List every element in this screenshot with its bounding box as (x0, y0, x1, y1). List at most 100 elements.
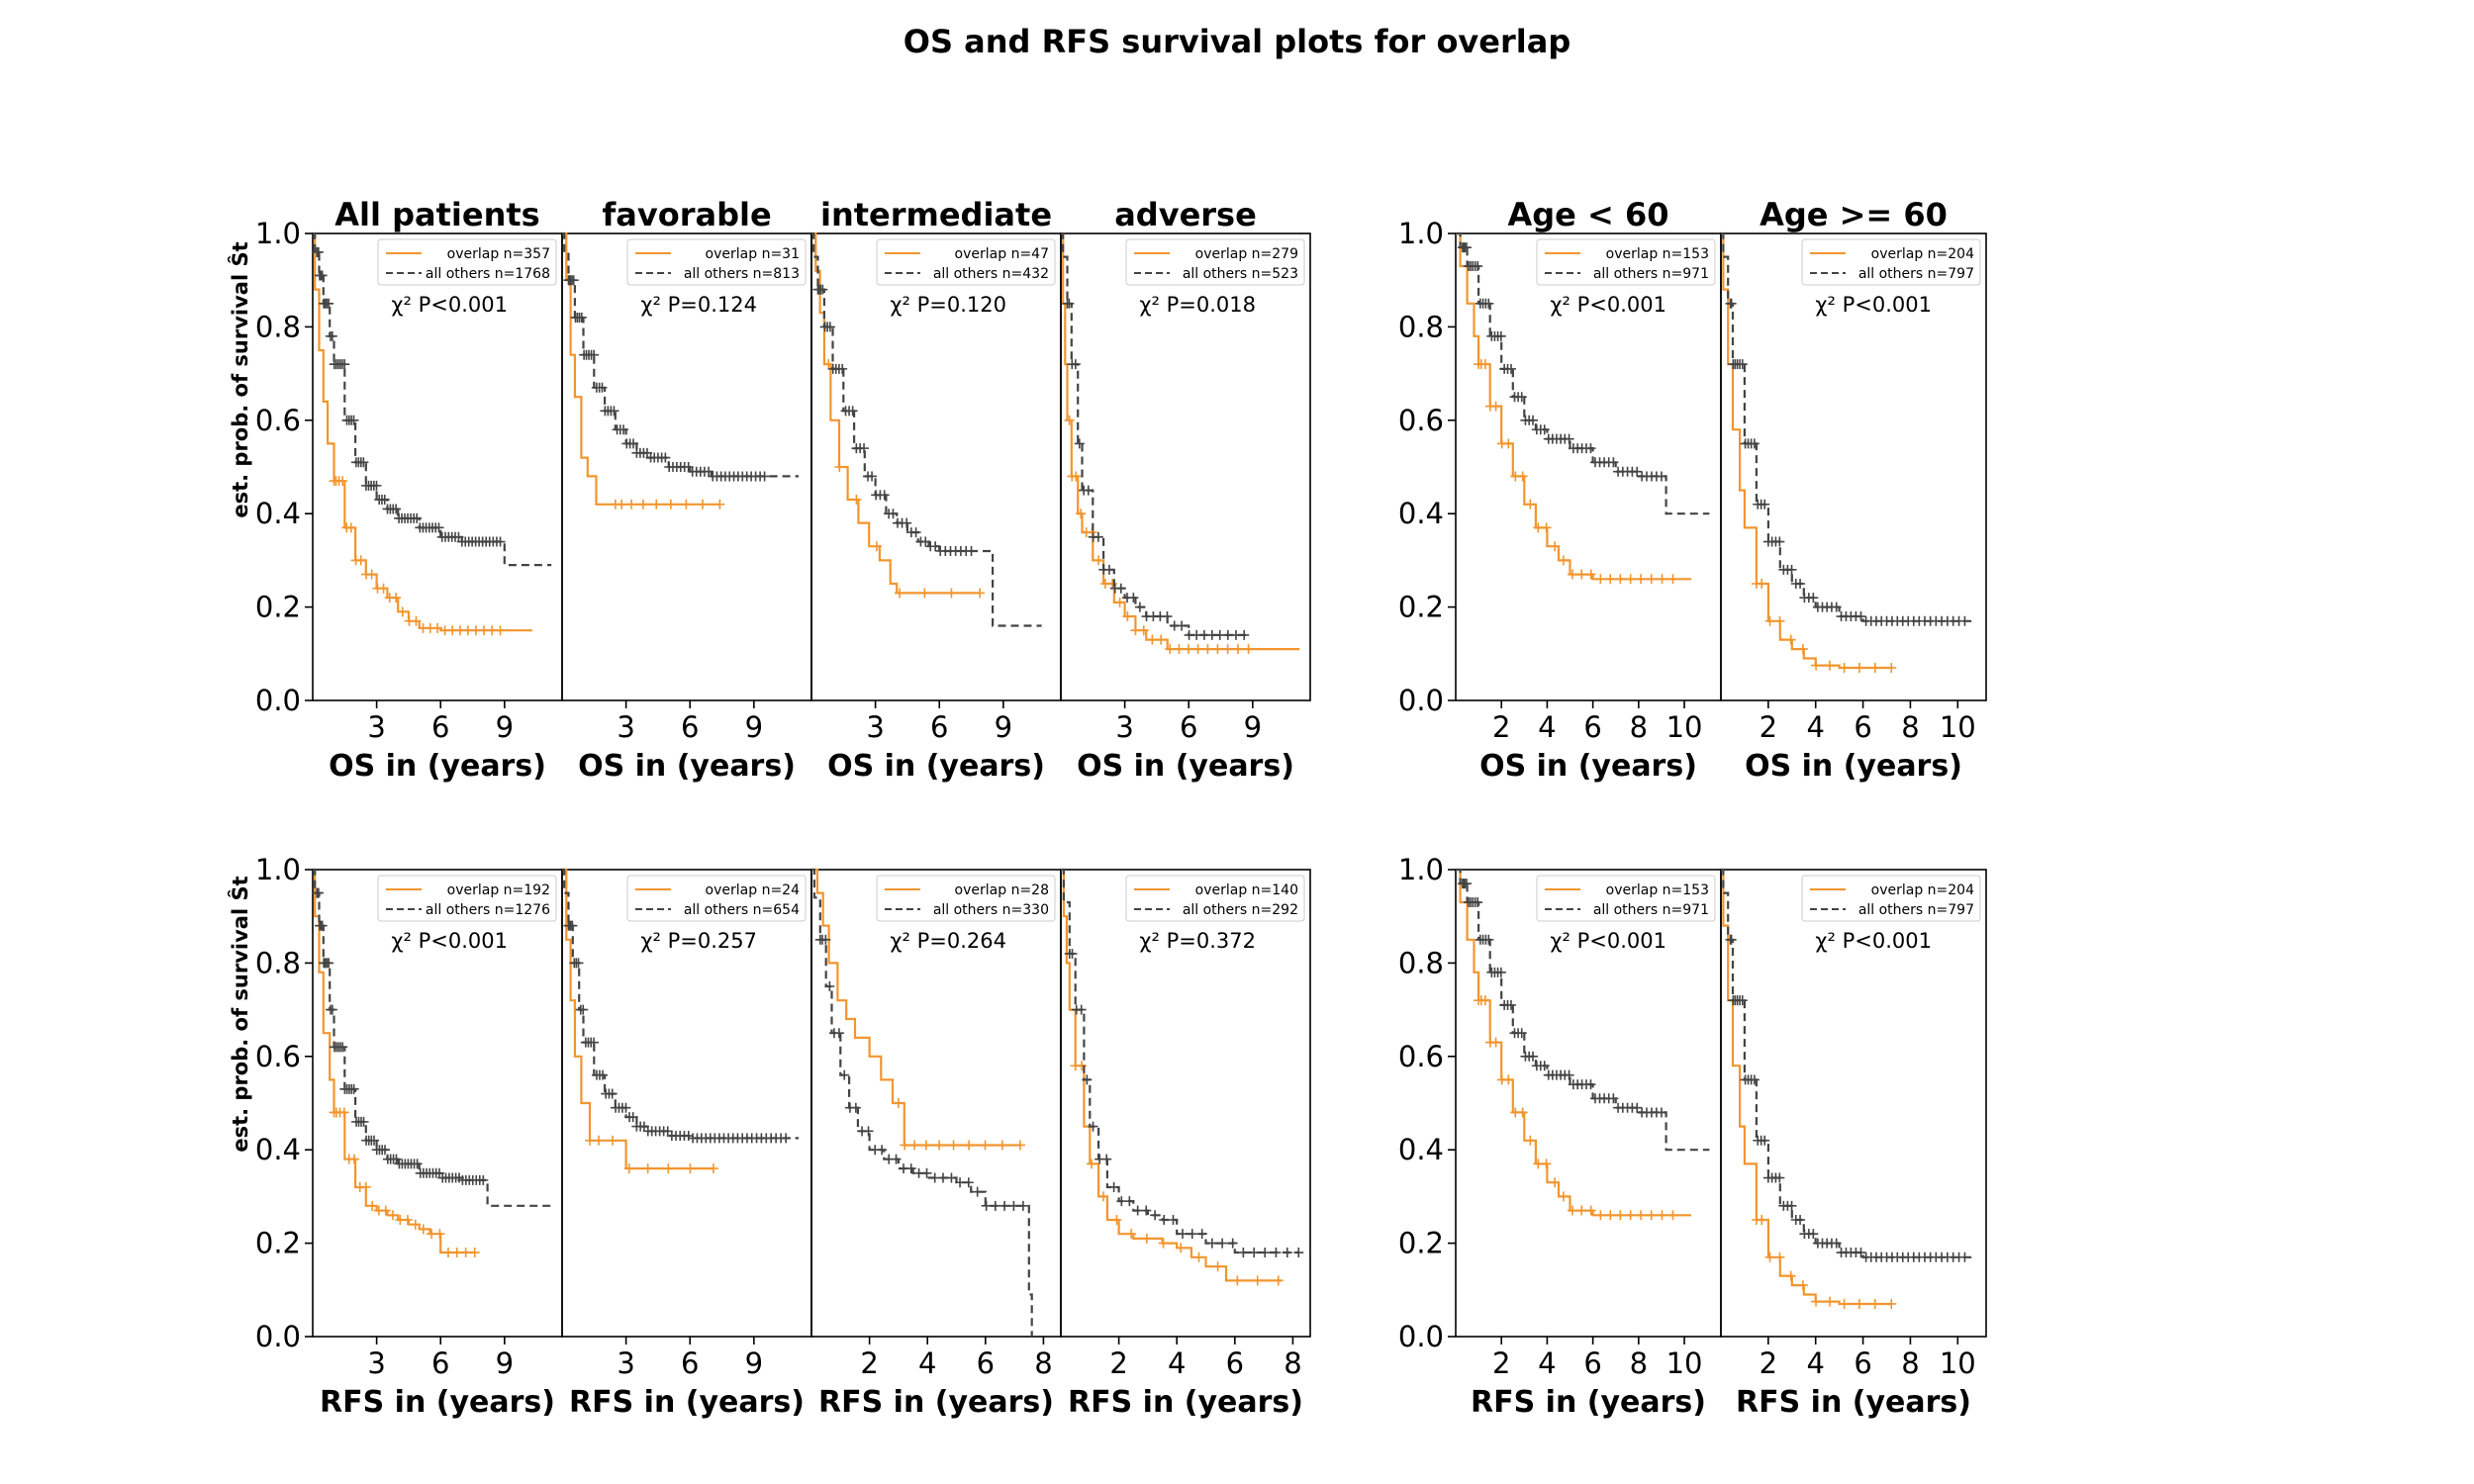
panels: All patients 3 6 9 OS in (years) 0.0 0.2 0.4 0.6… (255, 196, 1987, 1420)
censor-mark (1550, 1177, 1561, 1188)
p-value-annotation: χ² P=0.124 (640, 293, 757, 317)
legend: overlap n=24 all others n=654 (626, 875, 807, 922)
survival-curve (1061, 868, 1299, 1254)
censor-mark (1165, 644, 1176, 655)
series-all-others (562, 232, 800, 482)
censor-mark (893, 1098, 904, 1108)
plot-frame (1720, 869, 1987, 1338)
p-value-annotation: χ² P<0.001 (1815, 929, 1932, 953)
censor-mark (1076, 509, 1087, 519)
censor-mark (1093, 531, 1103, 542)
series-all-others (312, 868, 552, 1207)
censor-mark (418, 1224, 428, 1235)
censor-mark (1227, 1238, 1238, 1249)
censor-mark (1483, 298, 1494, 309)
censor-mark (585, 1135, 595, 1146)
censor-mark (963, 1177, 974, 1188)
censor-mark (1615, 1210, 1626, 1221)
censor-mark (1632, 1102, 1643, 1113)
censor-mark (1667, 574, 1678, 585)
legend: overlap n=140 all others n=292 (1125, 875, 1305, 922)
censor-mark (879, 490, 890, 501)
censor-mark (1483, 934, 1494, 945)
legend-label: overlap n=204 (1871, 882, 1974, 898)
censor-mark (618, 424, 629, 435)
censor-mark (567, 920, 578, 931)
y-tick-label: 0.2 (255, 591, 301, 624)
y-tick-label: 0.6 (1398, 404, 1444, 437)
y-tick-label: 0.0 (1398, 684, 1444, 717)
censor-mark (411, 615, 422, 626)
censor-mark (997, 1140, 1007, 1151)
y-tick-label: 0.4 (255, 497, 301, 530)
censor-mark (1132, 1205, 1143, 1216)
censor-mark (324, 298, 334, 309)
panel-os-lt60: Age < 60 2 4 6 8 10 OS in (years) 0.0 0.2 0.4 0.6 0… (1398, 196, 1722, 784)
legend-label: all others n=292 (1183, 902, 1298, 918)
censor-mark (1077, 1061, 1088, 1071)
censor-mark (1124, 1196, 1135, 1207)
x-axis-label: RFS in (years) (1736, 1385, 1971, 1420)
censor-mark (824, 322, 835, 332)
x-tick-label: 2 (1492, 1346, 1510, 1380)
survival-curve (1721, 868, 1972, 1258)
censor-mark (391, 593, 402, 603)
censor-mark (1760, 499, 1770, 510)
censor-mark (369, 1135, 380, 1146)
censor-mark (317, 920, 328, 931)
censor-mark (1516, 392, 1527, 403)
x-tick-label: 4 (918, 1346, 936, 1380)
series-all-others (1721, 232, 1972, 626)
censor-mark (623, 1163, 634, 1174)
legend-label: overlap n=192 (447, 882, 550, 898)
censor-mark (637, 499, 648, 510)
censor-mark (1959, 615, 1970, 626)
censor-mark (946, 1172, 957, 1183)
censor-mark (1808, 593, 1819, 603)
censor-mark (1088, 1121, 1098, 1132)
censor-mark (871, 541, 882, 552)
panel-rfs-adv: 2 4 6 8 RFS in (years) overlap n=140 all other… (1060, 868, 1311, 1420)
censor-mark (651, 499, 662, 510)
censor-mark (348, 415, 359, 425)
censor-mark (1808, 1229, 1819, 1240)
censor-mark (380, 1145, 391, 1156)
censor-mark (1206, 1238, 1217, 1249)
censor-mark (921, 1167, 932, 1178)
censor-mark (1239, 629, 1250, 640)
censor-mark (1839, 1298, 1850, 1309)
censor-mark (578, 1004, 589, 1015)
series-overlap (811, 868, 1025, 1151)
censor-mark (1657, 1210, 1667, 1221)
legend-box (1536, 238, 1716, 286)
legend: overlap n=279 all others n=523 (1125, 238, 1305, 286)
legend: overlap n=192 all others n=1276 (377, 875, 557, 922)
censor-mark (1217, 1238, 1228, 1249)
censor-mark (367, 1200, 378, 1211)
x-tick-label: 10 (1940, 710, 1976, 744)
censor-mark (1564, 433, 1574, 444)
censor-mark (1636, 1210, 1647, 1221)
censor-mark (345, 522, 356, 533)
censor-mark (1064, 415, 1075, 425)
censor-mark (1461, 879, 1472, 889)
censor-mark (697, 499, 708, 510)
censor-mark (358, 1116, 369, 1127)
censor-mark (387, 1210, 398, 1221)
panel-os-int: intermediate 3 6 9 OS in (years) overlap n=47… (810, 196, 1062, 784)
legend: overlap n=31 all others n=813 (626, 238, 807, 286)
censor-mark (851, 495, 862, 506)
censor-mark (1196, 1229, 1207, 1240)
y-tick-label: 0.0 (255, 1320, 301, 1353)
censor-mark (1757, 579, 1767, 589)
censor-mark (972, 1186, 983, 1197)
censor-mark (391, 504, 402, 514)
censor-mark (348, 1083, 359, 1094)
row-rfs-ylabel: est. prob. of survival Ŝt (228, 876, 252, 1152)
censor-mark (451, 1248, 462, 1258)
censor-mark (948, 1140, 959, 1151)
censor-mark (1774, 615, 1785, 626)
x-axis-label: RFS in (years) (1471, 1385, 1706, 1420)
censor-mark (1541, 1159, 1552, 1169)
censor-mark (1138, 625, 1149, 636)
